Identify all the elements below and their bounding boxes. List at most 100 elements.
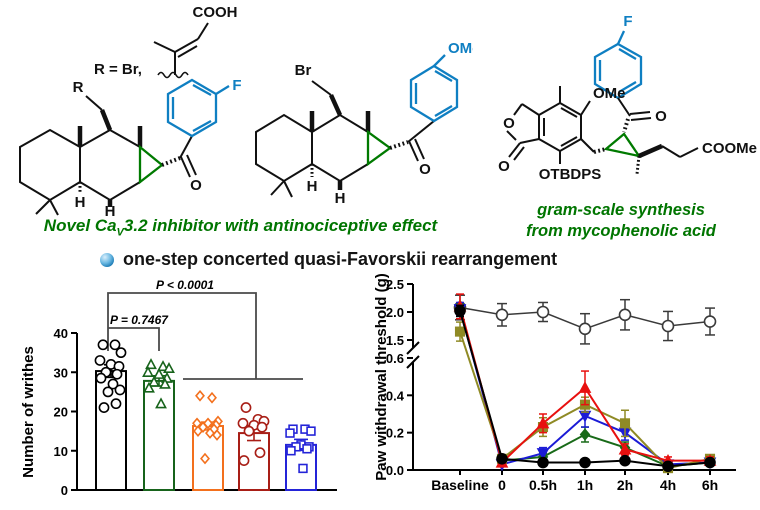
y-tick-label: 0.6 xyxy=(386,351,404,366)
data-point xyxy=(111,368,123,380)
bullet-line: one-step concerted quasi-Favorskii rearr… xyxy=(100,249,557,270)
data-point xyxy=(115,347,127,359)
data-point xyxy=(256,421,268,433)
data-point xyxy=(496,452,508,465)
data-point xyxy=(618,442,632,455)
methoxy-label: OMe xyxy=(448,40,473,57)
y-tick-label: 40 xyxy=(54,326,68,341)
data-point xyxy=(661,319,675,333)
decalin-core xyxy=(19,126,143,216)
data-point xyxy=(212,429,222,441)
structure-right-mycophenolate: F O COOMe OMe OTBDPS xyxy=(498,13,757,183)
caption-left-post: 3.2 inhibitor with antinociceptive effec… xyxy=(123,216,438,235)
caption-right-line1: gram-scale synthesis xyxy=(537,201,705,219)
data-point xyxy=(110,398,122,410)
side-chain xyxy=(85,95,113,131)
data-point xyxy=(237,417,249,429)
writhes-bar-chart: 0 10 20 30 40 Number of writhes P < 0.0001 P = … xyxy=(20,278,337,498)
data-point xyxy=(703,315,717,328)
p-value-label: P < 0.0001 xyxy=(156,278,214,292)
data-point xyxy=(536,416,550,429)
bromo-label: Br xyxy=(295,62,312,79)
data-point xyxy=(536,305,550,319)
h-stereo-label: H xyxy=(307,178,318,195)
x-tick-label: 6h xyxy=(702,477,718,493)
x-tick-label: 1h xyxy=(577,477,593,493)
ester-chain xyxy=(638,143,699,159)
r-group-label: R xyxy=(73,79,84,96)
data-point xyxy=(495,308,509,322)
data-point xyxy=(537,456,549,469)
data-point xyxy=(578,322,592,336)
data-point xyxy=(153,367,165,379)
r-equals-label: R = Br, xyxy=(94,61,142,78)
data-point xyxy=(243,425,255,437)
caption-right: gram-scale synthesis from mycophenolic a… xyxy=(486,200,756,242)
fluoro-label: F xyxy=(623,13,632,30)
caption-left: Novel CaV3.2 inhibitor with antinocicept… xyxy=(8,216,473,238)
y-tick-label: 2.0 xyxy=(386,305,404,320)
methyl-hash-bond xyxy=(635,155,641,175)
x-tick-label: 2h xyxy=(617,477,633,493)
silyl-ether-label: OTBDPS xyxy=(539,166,602,183)
data-point xyxy=(619,454,631,467)
lactone-ring xyxy=(506,103,540,161)
data-point xyxy=(143,381,155,393)
cyclopropane-ring xyxy=(366,129,392,167)
data-point xyxy=(95,372,107,384)
fluorophenyl-ring xyxy=(166,78,230,138)
cyclopropane-ring xyxy=(138,144,164,185)
p-value-label: P = 0.7467 xyxy=(110,313,169,327)
data-point xyxy=(454,326,466,337)
y-tick-label: 1.5 xyxy=(386,333,404,348)
cyclopropane-ring xyxy=(603,132,642,158)
y-tick-label: 30 xyxy=(54,365,68,380)
data-point xyxy=(579,428,591,441)
data-point xyxy=(240,402,252,413)
data-point xyxy=(454,305,466,317)
data-point xyxy=(109,339,121,351)
y-tick-label: 0.2 xyxy=(386,426,404,441)
senecioate-fragment xyxy=(153,22,209,79)
data-point xyxy=(97,339,109,351)
y-tick-label: 0.4 xyxy=(386,388,405,403)
data-point xyxy=(254,447,266,459)
data-point xyxy=(157,360,169,372)
bar xyxy=(143,379,175,491)
significance-brackets xyxy=(107,292,303,380)
ester-label: COOMe xyxy=(702,140,757,157)
ketone-oxygen-label: O xyxy=(655,108,667,125)
data-point xyxy=(155,397,167,409)
data-point xyxy=(298,463,308,474)
caption-right-line2: from mycophenolic acid xyxy=(526,222,716,240)
data-point xyxy=(285,428,295,438)
bromoethyl-chain xyxy=(311,80,343,116)
axis-break-mark xyxy=(406,341,420,355)
bullet-text: one-step concerted quasi-Favorskii rearr… xyxy=(123,249,558,269)
data-point xyxy=(205,427,215,439)
aryl-ketone xyxy=(389,120,435,162)
data-point xyxy=(286,446,296,456)
lactone-carbonyl-oxygen-label: O xyxy=(498,158,510,175)
data-point xyxy=(238,455,250,466)
x-tick-label: 4h xyxy=(660,477,676,493)
h-stereo-label: H xyxy=(335,190,346,207)
data-point xyxy=(102,386,114,398)
y-axis-label: Number of writhes xyxy=(20,346,37,478)
x-tick-label: 0.5h xyxy=(529,477,557,493)
data-point xyxy=(163,362,175,374)
y-tick-label: 2.5 xyxy=(386,277,404,292)
methoxyphenyl-ring xyxy=(409,54,459,123)
data-point xyxy=(107,378,119,390)
data-point xyxy=(200,452,210,465)
y-tick-label: 0.0 xyxy=(386,463,404,478)
aryl-ketone xyxy=(161,135,197,178)
h-stereo-label: H xyxy=(105,203,116,217)
caption-left-pre: Novel Ca xyxy=(43,216,117,235)
structure-left-cav32-inhibitor: H H R O F COOH xyxy=(19,4,242,217)
data-point xyxy=(159,377,171,389)
data-point xyxy=(114,384,126,396)
y-axis-label: Paw withdrawal threshold (g) xyxy=(373,273,390,481)
data-point xyxy=(94,355,106,366)
